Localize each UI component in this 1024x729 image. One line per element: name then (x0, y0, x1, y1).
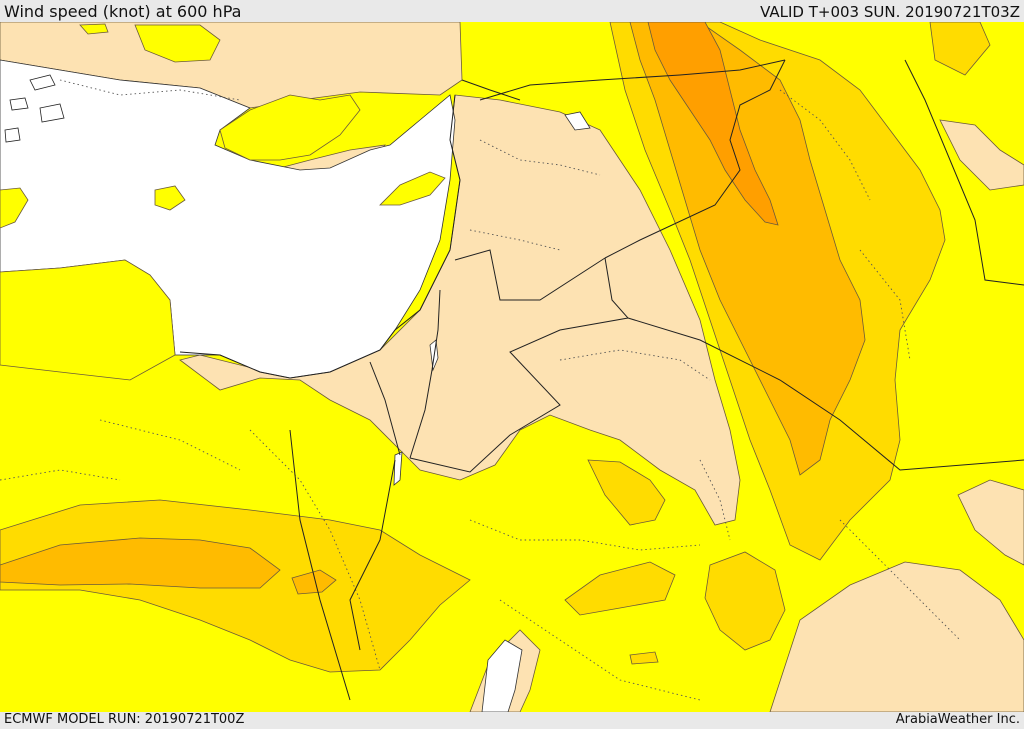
wind-patch-3 (154, 185, 186, 211)
wind-patch-4 (0, 187, 29, 229)
border-jordan (409, 257, 629, 473)
red-sea-north (481, 639, 523, 712)
sea-areas (0, 59, 591, 712)
calm-zone-ne (939, 119, 1024, 191)
lake-van (564, 111, 591, 131)
country-borders (289, 59, 1024, 701)
sea-wind-patches (0, 23, 446, 381)
map-footer: ECMWF MODEL RUN: 20190721T00Z ArabiaWeat… (0, 712, 1024, 729)
wind-patch-2 (379, 171, 446, 206)
valid-time-label: VALID T+003 SUN. 20190721T03Z (760, 3, 1020, 21)
border-iran-iraq (904, 59, 1024, 286)
border-saudi-iraq (627, 317, 1024, 471)
border-israel-jordan (409, 289, 441, 459)
border-libya-egypt (289, 429, 351, 701)
border-egypt-israel (369, 361, 401, 456)
band-2-spot-3 (704, 551, 786, 651)
calm-zone-e (957, 479, 1024, 566)
wind-band-level-3 (0, 22, 866, 595)
border-turkey-syria (479, 59, 786, 101)
aegean-islands (4, 74, 65, 143)
band-3-east (629, 22, 866, 476)
band-2-spot-4 (929, 22, 991, 76)
wind-patch-5 (0, 259, 176, 381)
wind-patch-7 (79, 23, 109, 35)
coastlines (179, 79, 521, 379)
map-header: Wind speed (knot) at 600 hPa VALID T+003… (0, 0, 1024, 22)
map-canvas (0, 22, 1024, 712)
calm-zones (0, 22, 1024, 712)
band-3-west (0, 537, 281, 589)
border-lebanon-syria (454, 249, 606, 301)
wind-patch-1 (219, 94, 361, 161)
band-2-spot-1 (587, 459, 666, 526)
band-2-spot-2 (564, 561, 676, 616)
wind-patch-6 (134, 24, 221, 63)
band-3-spot (291, 569, 337, 595)
calm-zone-se (769, 561, 1024, 712)
model-run-label: ECMWF MODEL RUN: 20190721T00Z (4, 712, 245, 727)
admin-boundaries (0, 79, 961, 701)
wind-band-level-4 (647, 22, 779, 226)
border-syria-iraq (604, 59, 786, 259)
band-2-spot-5 (629, 651, 659, 665)
credit-label: ArabiaWeather Inc. (895, 712, 1020, 727)
border-sudan-egypt (349, 459, 396, 651)
map-title: Wind speed (knot) at 600 hPa (4, 2, 242, 21)
band-4-core (647, 22, 779, 226)
weather-map (0, 22, 1024, 712)
